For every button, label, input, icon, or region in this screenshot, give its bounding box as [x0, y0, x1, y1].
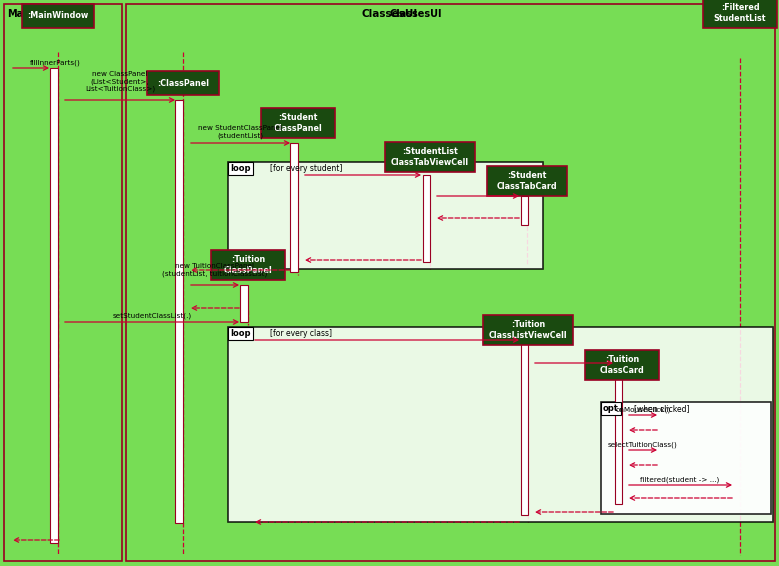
Text: MainWindow: MainWindow — [7, 9, 77, 19]
Text: :StudentList
ClassTabViewCell: :StudentList ClassTabViewCell — [391, 147, 469, 167]
Text: :Tuition
ClassListViewCell: :Tuition ClassListViewCell — [488, 320, 567, 340]
Text: [for every student]: [for every student] — [270, 164, 343, 173]
Bar — [261, 108, 335, 138]
Text: loop: loop — [231, 164, 251, 173]
Bar — [22, 4, 94, 28]
Text: ClassesUI: ClassesUI — [390, 9, 442, 19]
Bar — [240, 285, 248, 322]
Bar — [521, 340, 528, 515]
Text: :Filtered
StudentList: :Filtered StudentList — [714, 3, 767, 23]
Text: opt: opt — [603, 404, 619, 413]
Bar — [615, 363, 622, 504]
Text: new TuitionClassPanel
(studentList, tuitionClassList): new TuitionClassPanel (studentList, tuit… — [162, 263, 268, 277]
Text: onMouseClick(): onMouseClick() — [615, 407, 671, 413]
Text: selectTuitionClass(): selectTuitionClass() — [608, 441, 678, 448]
Bar — [147, 71, 219, 95]
Bar — [228, 327, 773, 522]
Text: ClassesUI: ClassesUI — [362, 9, 418, 19]
Bar — [521, 196, 528, 225]
Text: :Tuition
ClassCard: :Tuition ClassCard — [600, 355, 644, 375]
Bar — [601, 402, 771, 514]
Bar — [601, 402, 621, 415]
Text: :ClassPanel: :ClassPanel — [157, 79, 209, 88]
Bar — [4, 4, 122, 561]
Text: :Student
ClassPanel: :Student ClassPanel — [273, 113, 323, 132]
Bar — [228, 162, 253, 175]
Text: [for every class]: [for every class] — [270, 329, 333, 338]
Bar — [175, 100, 183, 523]
Bar — [703, 0, 777, 28]
Bar — [585, 350, 659, 380]
Bar — [126, 4, 775, 561]
Bar — [423, 175, 430, 262]
Bar — [50, 68, 58, 543]
Bar — [290, 143, 298, 272]
Bar — [228, 327, 253, 340]
Bar — [385, 142, 475, 172]
Bar — [228, 162, 543, 269]
Text: :Student
ClassTabCard: :Student ClassTabCard — [497, 171, 557, 191]
Text: :MainWindow: :MainWindow — [27, 11, 89, 20]
Bar — [483, 315, 573, 345]
Text: new ClassPanel
(List<Student>,
List<TuitionClass>): new ClassPanel (List<Student>, List<Tuit… — [85, 71, 155, 92]
Bar — [487, 166, 567, 196]
Text: [when clicked]: [when clicked] — [634, 404, 689, 413]
Text: new StudentClassPanel
(studentList): new StudentClassPanel (studentList) — [198, 125, 282, 139]
Text: :Tuition
ClassPanel: :Tuition ClassPanel — [224, 255, 273, 275]
Text: setStudentClassList(.): setStudentClassList(.) — [112, 313, 192, 319]
Bar — [211, 250, 285, 280]
Text: loop: loop — [231, 329, 251, 338]
Text: filtered(student -> ...): filtered(student -> ...) — [640, 477, 720, 483]
Text: fillInnerParts(): fillInnerParts() — [30, 60, 81, 66]
